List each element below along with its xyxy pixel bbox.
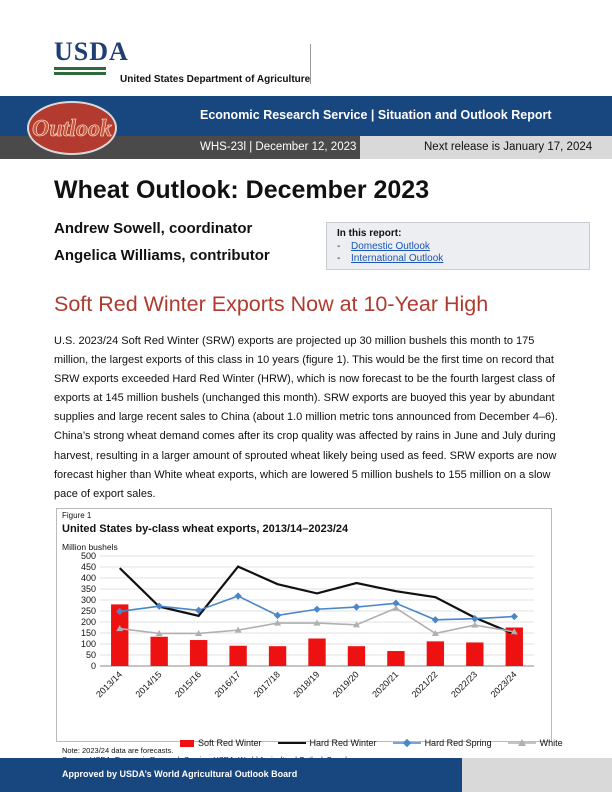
- figure-label: Figure 1: [62, 511, 92, 520]
- point-white-2013-14: [116, 625, 124, 632]
- series-line-hard-red-winter: [118, 565, 515, 636]
- point-hrs-2016-17: [234, 592, 242, 600]
- point-hrs-2018-19: [313, 605, 321, 613]
- x-tick-label: 2022/23: [449, 669, 479, 699]
- point-white-2021-22: [431, 629, 439, 636]
- bar-2019-20: [347, 646, 366, 666]
- figure-title: United States by-class wheat exports, 20…: [62, 523, 349, 535]
- report-link-item: - Domestic Outlook: [337, 240, 430, 252]
- legend-item-hrw: Hard Red Winter: [277, 738, 377, 748]
- point-white-2022-23: [471, 621, 479, 628]
- legend-swatch-white: [507, 739, 536, 746]
- x-tick-label: 2014/15: [134, 669, 164, 699]
- y-tick-label: 500: [81, 551, 96, 561]
- chart-legend: Soft Red Winter Hard Red Winter Hard Red…: [180, 738, 579, 748]
- y-tick-label: 350: [81, 584, 96, 594]
- footer-text: Approved by USDA’s World Agricultural Ou…: [62, 769, 298, 779]
- bar-2020-21: [387, 651, 405, 666]
- point-white-2014-15: [155, 629, 163, 636]
- point-hrs-2022-23: [471, 615, 479, 623]
- legend-label-hrs: Hard Red Spring: [424, 738, 492, 748]
- bar-2014-15: [150, 636, 168, 666]
- point-white-2019-20: [352, 621, 360, 628]
- report-id: WHS-23l | December 12, 2023: [200, 141, 357, 153]
- bar-2013-14: [111, 604, 129, 666]
- author-coordinator: Andrew Sowell, coordinator: [54, 220, 253, 237]
- point-white-2018-19: [313, 619, 321, 626]
- usda-logo-stripes: [54, 67, 129, 75]
- y-tick-label: 450: [81, 562, 96, 572]
- outlook-badge-shape: [27, 101, 117, 155]
- domestic-outlook-link[interactable]: Domestic Outlook: [351, 240, 430, 252]
- point-hrs-2020-21: [392, 599, 400, 607]
- bar-2023-24: [505, 627, 523, 666]
- point-hrs-2023-24: [510, 612, 518, 621]
- point-white-2020-21: [392, 604, 400, 611]
- bar-2015-16: [189, 640, 208, 666]
- release-subbar: [360, 136, 612, 159]
- banner-title: Economic Research Service | Situation an…: [200, 108, 552, 122]
- x-tick-label: 2013/14: [94, 669, 124, 699]
- x-tick-label: 2017/18: [252, 669, 282, 699]
- point-white-2015-16: [195, 629, 203, 636]
- footer-accent: [462, 758, 612, 792]
- y-tick-label: 0: [91, 661, 96, 671]
- x-tick-label: 2020/21: [370, 669, 400, 699]
- x-tick-label: 2015/16: [173, 669, 203, 699]
- bar-2017-18: [268, 646, 287, 666]
- report-link-item: - International Outlook: [337, 253, 444, 264]
- legend-label-white: White: [539, 738, 563, 748]
- y-tick-label: 200: [81, 617, 96, 627]
- point-white-2017-18: [274, 619, 282, 626]
- y-tick-label: 400: [81, 573, 96, 583]
- y-tick-label: 50: [86, 650, 96, 660]
- bar-2022-23: [466, 642, 484, 666]
- legend-swatch-hrw: [277, 742, 306, 744]
- y-tick-label: 100: [81, 639, 96, 649]
- point-hrs-2015-16: [194, 606, 203, 615]
- y-tick-label: 250: [81, 606, 96, 616]
- outlook-badge: Outlook: [27, 101, 117, 155]
- legend-item-white: White: [507, 738, 563, 748]
- y-tick-label: 300: [81, 595, 96, 605]
- figure-note: Note: 2023/24 data are forecasts.: [62, 746, 174, 755]
- x-tick-label: 2021/22: [410, 669, 440, 699]
- bar-2021-22: [426, 641, 445, 666]
- usda-logo: USDA: [54, 37, 129, 75]
- x-tick-label: 2019/20: [331, 669, 361, 699]
- point-hrs-2019-20: [352, 603, 361, 611]
- point-white-2016-17: [234, 626, 242, 633]
- figure-unit-label: Million bushels: [62, 542, 118, 552]
- header-divider: [310, 44, 311, 84]
- legend-item-hrs: Hard Red Spring: [392, 738, 492, 748]
- figure-frame: [56, 508, 552, 742]
- bar-2018-19: [308, 638, 326, 666]
- author-contributor: Angelica Williams, contributor: [54, 247, 270, 264]
- point-hrs-2014-15: [155, 602, 163, 610]
- legend-item-srw: Soft Red Winter: [180, 738, 262, 748]
- next-release: Next release is January 17, 2024: [424, 141, 593, 153]
- y-tick-label: 150: [81, 628, 96, 638]
- in-this-report-box: In this report: - Domestic Outlook - Inter…: [326, 222, 590, 270]
- legend-swatch-srw: [180, 739, 194, 747]
- legend-label-srw: Soft Red Winter: [198, 738, 262, 748]
- point-white-2023-24: [510, 628, 518, 635]
- in-this-report-heading: In this report:: [337, 228, 402, 239]
- x-tick-label: 2016/17: [212, 669, 242, 699]
- usda-logo-text: USDA: [54, 37, 129, 66]
- page-title: Wheat Outlook: December 2023: [54, 176, 430, 204]
- legend-label-hrw: Hard Red Winter: [309, 738, 377, 748]
- department-name: United States Department of Agriculture: [120, 74, 311, 85]
- section-title: Soft Red Winter Exports Now at 10-Year H…: [54, 292, 489, 316]
- outlook-badge-text: Outlook: [32, 116, 112, 142]
- international-outlook-link[interactable]: International Outlook: [351, 253, 444, 264]
- x-tick-label: 2018/19: [291, 669, 321, 699]
- bar-2016-17: [229, 645, 247, 666]
- x-tick-label: 2023/24: [489, 669, 519, 699]
- point-hrs-2017-18: [273, 611, 282, 620]
- body-paragraph: U.S. 2023/24 Soft Red Winter (SRW) expor…: [54, 335, 558, 500]
- legend-swatch-hrs: [392, 739, 421, 747]
